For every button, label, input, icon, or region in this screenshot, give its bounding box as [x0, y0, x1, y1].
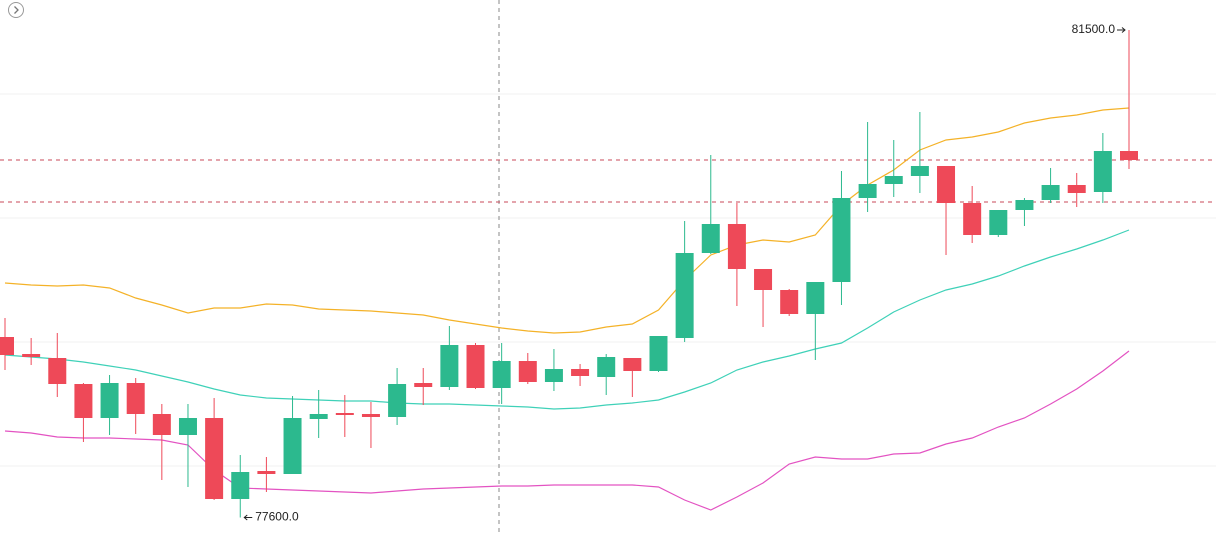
candle-body [48, 358, 67, 384]
candle-body [623, 358, 642, 371]
candle-body [597, 357, 616, 377]
candle-body [231, 472, 250, 499]
candle-body [492, 361, 511, 388]
nav-chevron[interactable] [14, 6, 19, 14]
candle-body [126, 383, 145, 414]
nav-circle[interactable] [8, 2, 24, 18]
candle-body [1067, 185, 1086, 193]
annotation-arrow [1117, 27, 1126, 33]
candle-body [283, 418, 302, 474]
candle-body [152, 414, 171, 435]
candle-body [937, 166, 956, 203]
candle-body [910, 166, 929, 176]
candle-body [754, 269, 773, 290]
nav-button[interactable] [8, 2, 24, 18]
candle-body [414, 383, 433, 387]
candle-body [544, 369, 563, 382]
candle-body [858, 184, 877, 198]
candle-body [649, 336, 668, 371]
candle-body [0, 337, 14, 355]
candle-body [884, 176, 903, 184]
candle-body [1093, 151, 1112, 192]
candle-body [518, 361, 537, 382]
candle-body [1041, 185, 1060, 200]
candle-body [361, 414, 380, 417]
candle-body [309, 414, 328, 419]
candle-body [466, 345, 485, 388]
candle-body [832, 198, 851, 282]
candle-body [440, 345, 459, 387]
candle-body [701, 224, 720, 253]
candle-body [780, 290, 799, 314]
candle-body [963, 203, 982, 235]
candle-body [806, 282, 825, 314]
candle-body [100, 383, 119, 418]
candle-body [388, 384, 407, 417]
annotation-label: 81500.0 [1072, 22, 1116, 36]
candle-body [989, 210, 1008, 235]
candle-body [1015, 200, 1034, 210]
annotation-label: 77600.0 [255, 510, 299, 524]
band-line [4, 350, 1130, 511]
candle-body [178, 418, 197, 435]
candle-body [257, 471, 276, 474]
band-line [4, 107, 1130, 334]
candle-body [22, 354, 41, 357]
annotation-arrow [243, 514, 253, 521]
band-line [4, 229, 1130, 410]
candle-body [335, 413, 354, 415]
candle-body [571, 369, 590, 376]
candle-body [1120, 151, 1138, 160]
candle-body [675, 253, 694, 338]
candle-body [727, 224, 746, 269]
candle-body [205, 418, 224, 499]
candle-body [74, 384, 93, 418]
